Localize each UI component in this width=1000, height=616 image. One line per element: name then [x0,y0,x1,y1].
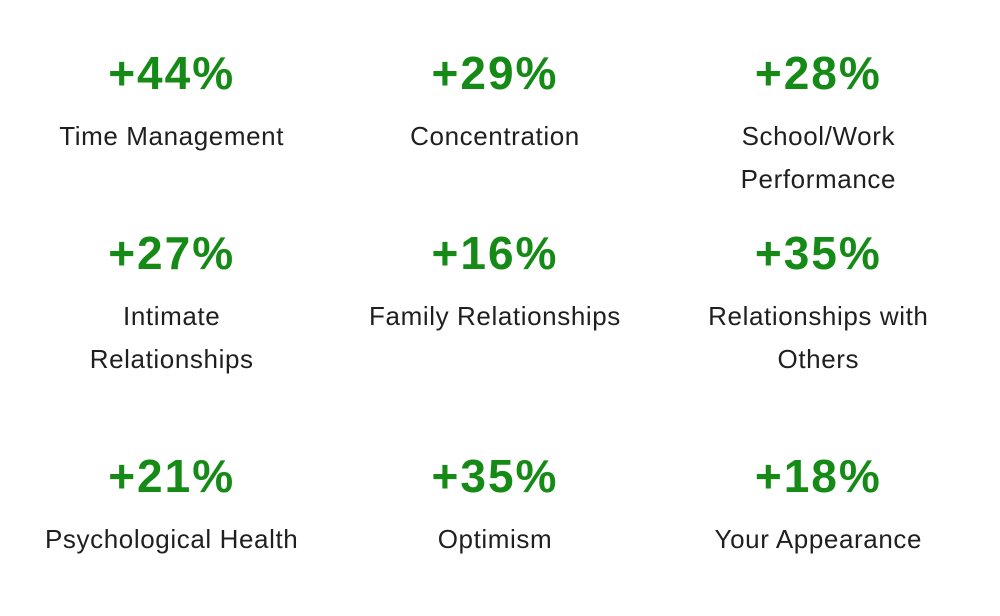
stat-value: +16% [431,227,559,279]
stat-label: School/Work Performance [740,121,897,194]
stat-value: +44% [108,47,236,99]
stat-cell: +21% Psychological Health [10,450,333,561]
stat-value: +27% [108,227,236,279]
stat-cell: +16% Family Relationships [333,227,656,381]
stat-cell: +18% Your Appearance [657,450,980,561]
stat-cell: +35% Relationships with Others [657,227,980,381]
stat-cell: +27% Intimate Relationships [10,227,333,381]
stat-row: +27% Intimate Relationships +16% Family … [10,227,980,381]
stat-label: Intimate Relationships [89,301,254,374]
stat-value: +28% [754,47,882,99]
stat-cell: +28% School/Work Performance [657,47,980,201]
stat-row: +21% Psychological Health +35% Optimism … [10,450,980,561]
stat-label: Concentration [410,121,580,151]
stat-value: +29% [431,47,559,99]
stat-label: Relationships with Others [708,301,929,374]
stat-label: Time Management [59,121,285,151]
stat-value: +21% [108,450,236,502]
stat-cell: +44% Time Management [10,47,333,201]
stat-value: +35% [754,227,882,279]
stat-value: +18% [754,450,882,502]
stat-label: Family Relationships [369,301,621,331]
stat-label: Your Appearance [714,524,923,554]
stat-cell: +35% Optimism [333,450,656,561]
stat-row: +44% Time Management +29% Concentration … [10,47,980,201]
stats-grid: +44% Time Management +29% Concentration … [10,47,980,561]
stat-cell: +29% Concentration [333,47,656,201]
stat-label: Optimism [437,524,553,554]
stat-label: Psychological Health [44,524,299,554]
stat-value: +35% [431,450,559,502]
